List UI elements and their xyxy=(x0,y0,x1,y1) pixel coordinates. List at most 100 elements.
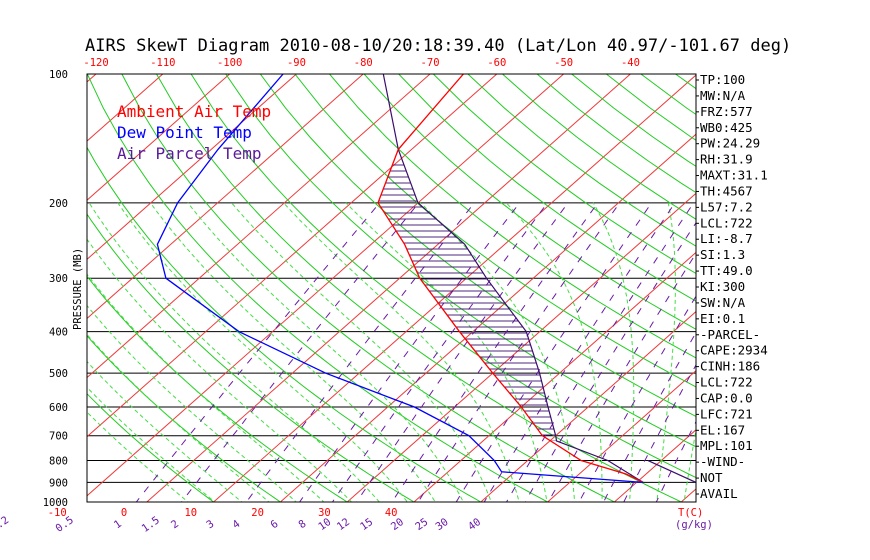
pressure-tick-label: 300 xyxy=(49,273,68,285)
index-entry: L57:7.2 xyxy=(700,199,753,214)
isotherm-line xyxy=(346,192,696,502)
mixing-ratio-line xyxy=(623,364,696,502)
dry-adiabat xyxy=(87,74,549,502)
bottom-temp-tick: 0 xyxy=(121,507,127,519)
cape-hatched-area xyxy=(378,161,557,441)
top-temp-tick: -120 xyxy=(83,57,108,69)
mixing-ratio-line xyxy=(391,207,595,502)
moist-adiabat xyxy=(87,238,353,502)
top-temp-tick: -100 xyxy=(217,57,242,69)
moist-adiabat xyxy=(283,202,520,502)
legend-dew-point: Dew Point Temp xyxy=(117,123,252,142)
index-entry: FRZ:577 xyxy=(700,104,753,119)
pressure-tick-label: 800 xyxy=(49,456,68,468)
top-temp-tick: -110 xyxy=(150,57,175,69)
dry-adiabat xyxy=(363,74,696,330)
mixing-ratio-line xyxy=(135,207,377,502)
dry-adiabat xyxy=(87,275,349,502)
bottom-temp-tick: 20 xyxy=(251,507,264,519)
index-entry: KI:300 xyxy=(700,279,745,294)
moist-adiabat-lines xyxy=(87,202,696,502)
legend-air-parcel: Air Parcel Temp xyxy=(117,144,262,163)
legend: Ambient Air Temp Dew Point Temp Air Parc… xyxy=(117,102,271,163)
index-entry: RH:31.9 xyxy=(700,152,753,167)
mixing-ratio-tick: 2 xyxy=(169,518,181,531)
pressure-tick-label: 700 xyxy=(49,431,68,443)
index-entry: MW:N/A xyxy=(700,88,746,103)
mixing-ratio-line xyxy=(655,420,696,502)
top-temp-tick: -80 xyxy=(354,57,373,69)
index-entry: CINH:186 xyxy=(700,359,760,374)
isotherm-line xyxy=(87,74,230,201)
index-entry: WB0:425 xyxy=(700,120,753,135)
top-temp-tick: -50 xyxy=(554,57,573,69)
pressure-tick-label: 900 xyxy=(49,477,68,489)
chart-title: AIRS SkewT Diagram 2010-08-10/20:18:39.4… xyxy=(85,36,791,56)
mixing-ratio-line xyxy=(245,207,472,502)
index-entry: TP:100 xyxy=(700,72,745,87)
mixing-ratio-line xyxy=(483,207,673,502)
isotherm-line xyxy=(87,74,297,260)
dry-adiabat xyxy=(87,335,282,502)
mixing-ratio-tick: 30 xyxy=(433,516,450,533)
mixing-ratio-tick: 20 xyxy=(389,516,406,533)
bottom-temp-tick: 30 xyxy=(318,507,331,519)
dry-adiabat-lines xyxy=(87,74,696,502)
moist-adiabat xyxy=(187,202,464,502)
isotherm-line xyxy=(279,133,696,502)
index-entry: MPL:101 xyxy=(700,438,753,453)
moist-adiabat xyxy=(117,202,408,502)
mixing-ratio-tick: 15 xyxy=(358,516,375,533)
mixing-ratio-tick: 25 xyxy=(413,516,430,533)
mixing-ratio-tick: 6 xyxy=(268,518,280,531)
mixing-ratio-tick: 1.5 xyxy=(140,514,162,535)
plot-frame xyxy=(86,73,697,503)
mixing-ratio-line xyxy=(417,207,617,502)
index-entry: LI:-8.7 xyxy=(700,231,753,246)
index-entry: -PARCEL- xyxy=(700,327,760,342)
parcel-temp-line xyxy=(382,74,644,483)
x-axis-label: T(C) xyxy=(678,507,703,519)
isotherm-line xyxy=(0,74,29,513)
dry-adiabat xyxy=(259,74,696,418)
top-temperature-ticks: -120 -110 -100 -90 -80 -70 -60 -50 -40 xyxy=(83,57,640,69)
pressure-tick-label: 600 xyxy=(49,402,68,414)
index-entry: SI:1.3 xyxy=(700,247,745,262)
y-axis-label: PRESSURE (MB) xyxy=(72,248,84,330)
top-temp-tick: -40 xyxy=(621,57,640,69)
index-entry: TT:49.0 xyxy=(700,263,753,278)
plot-area xyxy=(0,73,697,513)
moist-adiabat xyxy=(87,333,270,502)
moist-adiabat xyxy=(87,304,298,502)
index-entry: CAPE:2934 xyxy=(700,343,768,358)
isotherm-line xyxy=(87,74,431,379)
pressure-tick-label: 100 xyxy=(49,69,68,81)
dry-adiabat xyxy=(329,74,696,359)
bottom-temp-tick: 10 xyxy=(184,507,197,519)
isotherm-line xyxy=(480,310,696,502)
dry-adiabat xyxy=(121,74,616,502)
mixing-ratio-tick: 4 xyxy=(230,518,242,531)
moist-adiabat xyxy=(345,202,548,502)
moist-adiabat xyxy=(231,202,492,502)
legend-ambient-temp: Ambient Air Temp xyxy=(117,102,271,121)
index-entry: CAP:0.0 xyxy=(700,390,753,405)
mixing-ratio-tick: 10 xyxy=(316,516,333,533)
mixing-ratio-line xyxy=(578,295,696,502)
wind-segment xyxy=(647,459,696,483)
index-entry: AVAIL xyxy=(700,486,738,501)
dry-adiabat xyxy=(398,74,696,302)
index-entry: -WIND- xyxy=(700,454,745,469)
mixing-ratio-line xyxy=(547,252,696,502)
mixing-ratio-line xyxy=(602,331,696,502)
dry-adiabat xyxy=(502,74,696,220)
bottom-temp-tick: 40 xyxy=(385,507,398,519)
dry-adiabat xyxy=(225,74,696,448)
pressure-tick-label: 1000 xyxy=(43,497,68,509)
pressure-tick-label: 400 xyxy=(49,327,68,339)
index-entry: PW:24.29 xyxy=(700,136,760,151)
moist-adiabat xyxy=(592,202,635,502)
pressure-tick-label: 500 xyxy=(49,368,68,380)
pressure-tick-label: 200 xyxy=(49,198,68,210)
